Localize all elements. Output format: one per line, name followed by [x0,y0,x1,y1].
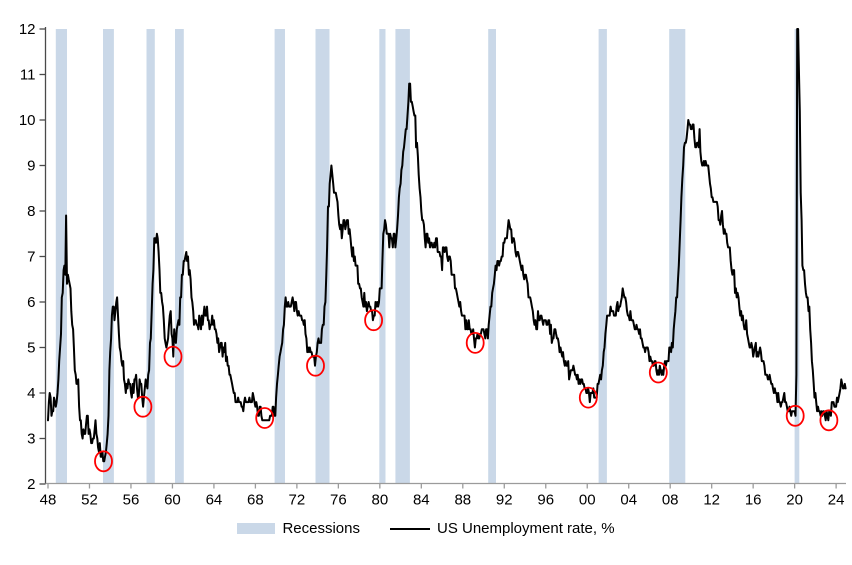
trough-marker [133,395,153,418]
x-tick-label: 80 [371,492,388,509]
trough-marker [94,450,113,473]
x-tick-label: 56 [123,492,140,509]
recession-band [274,29,285,484]
y-tick-label: 9 [27,158,35,175]
trough-marker [306,354,325,377]
y-tick-label: 10 [19,112,36,129]
x-tick-label: 48 [40,492,57,509]
unemployment-line [47,28,847,463]
y-tick-label: 12 [19,21,36,38]
trough-marker [578,386,598,409]
line-series-swatch-icon [389,527,430,530]
recession-band [146,29,155,484]
x-tick-label: 72 [289,492,306,509]
recession-band [488,29,496,484]
x-tick-label: 00 [579,492,596,509]
recession-band [175,29,184,484]
recession-band [395,29,410,484]
x-tick-label: 12 [703,492,720,509]
x-tick-label: 84 [413,492,430,509]
x-tick-label: 64 [206,492,223,509]
trough-marker [364,309,384,332]
recession-band [103,29,114,484]
y-tick-label: 8 [27,203,35,220]
recession-band [55,29,67,484]
x-tick-label: 92 [496,492,513,509]
x-tick-label: 04 [620,492,637,509]
trough-marker [255,407,275,429]
y-tick-label: 5 [27,340,35,357]
recession-swatch-icon [237,523,276,534]
x-tick-label: 76 [330,492,347,509]
y-tick-label: 7 [27,249,35,266]
recession-band [669,29,686,484]
y-tick-label: 3 [27,431,35,448]
x-tick-label: 08 [662,492,679,509]
x-tick-label: 20 [786,492,803,509]
trough-marker [648,361,668,384]
x-tick-label: 52 [81,492,98,509]
legend-label-unemployment: US Unemployment rate, % [436,520,615,537]
chart-legend: Recessions US Unemployment rate, % [0,520,852,537]
trough-marker [465,331,485,354]
x-tick-label: 60 [164,492,181,509]
trough-marker [163,345,183,368]
legend-label-recessions: Recessions [282,520,360,537]
legend-item-recessions: Recessions [237,520,360,537]
y-tick-label: 11 [20,67,36,84]
trough-marker [819,409,839,432]
x-tick-label: 24 [828,492,845,509]
x-tick-label: 88 [454,492,471,509]
trough-marker [785,404,805,427]
y-tick-label: 6 [27,294,35,311]
x-tick-label: 96 [537,492,554,509]
x-tick-label: 16 [745,492,762,509]
y-tick-label: 4 [27,385,35,402]
x-tick-label: 68 [247,492,264,509]
y-tick-label: 2 [27,476,35,493]
recession-band [315,29,330,484]
recession-band [598,29,607,484]
legend-item-unemployment: US Unemployment rate, % [389,520,615,537]
